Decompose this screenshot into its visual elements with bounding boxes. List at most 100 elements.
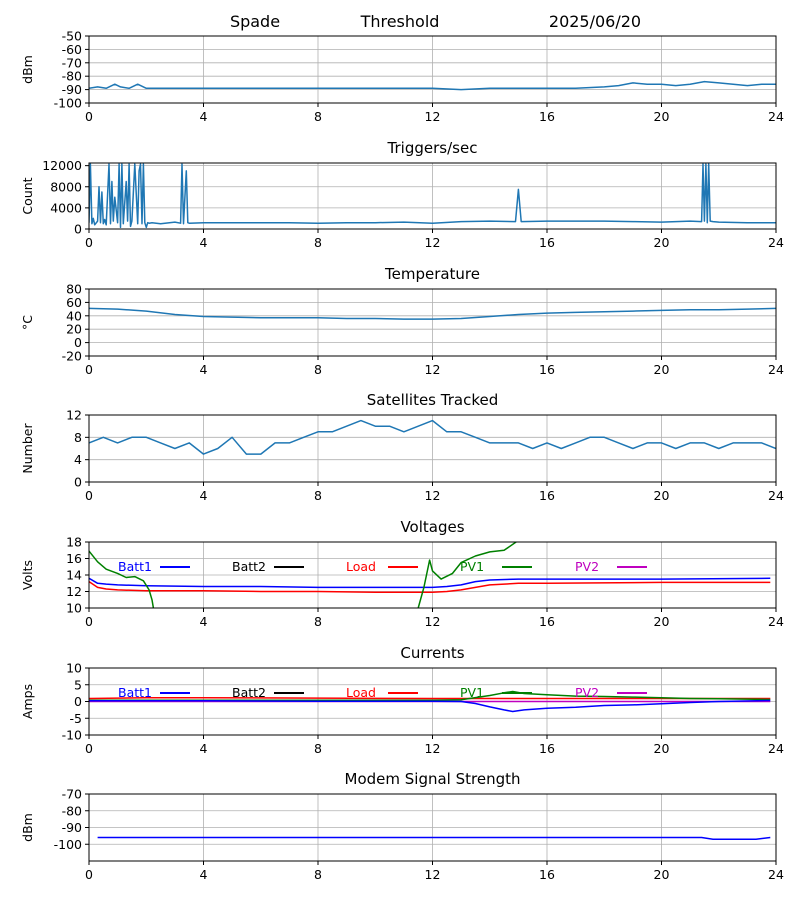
x-tick-label: 20 [654,235,670,250]
series-line-sats-0 [89,419,776,455]
x-tick-label: 12 [425,362,441,377]
y-tick-label: 10 [66,661,82,676]
series-line-rssi-0 [89,80,776,91]
x-tick-label: 4 [200,109,208,124]
y-tick-label: 0 [74,335,82,350]
x-tick-label: 12 [425,741,441,756]
y-tick-label: 0 [74,222,82,237]
panel-sats: 0 4 8 12 16 20 24 0 4 8 12 Satellites Tracked Number [20,391,784,503]
y-tick-label: 16 [66,551,82,566]
figure-header: Spade Threshold 2025/06/20 [230,12,641,31]
x-tick-label: 4 [200,488,208,503]
y-tick-label: -100 [54,96,82,111]
chart-title-volts: Voltages [400,518,464,536]
y-tick-label: 12 [66,584,82,599]
x-tick-label: 24 [768,614,784,629]
y-tick-label: 12000 [42,158,82,173]
x-tick-label: 16 [539,109,555,124]
x-tick-label: 24 [768,488,784,503]
x-tick-label: 8 [314,741,322,756]
y-axis-label-sats: Number [20,423,35,474]
x-tick-label: 4 [200,614,208,629]
x-tick-label: 8 [314,109,322,124]
legend-label-volts: Batt2 [232,559,266,574]
series-line-volts-1 [89,580,771,594]
legend-label-volts: PV2 [575,559,599,574]
series-line-volts-0 [89,577,771,589]
y-tick-label: -100 [54,837,82,852]
legend-label-amps: Load [346,685,376,700]
x-tick-label: 16 [539,867,555,882]
y-tick-label: 80 [66,282,82,297]
x-tick-label: 0 [85,614,93,629]
x-tick-label: 24 [768,235,784,250]
y-tick-label: 12 [66,408,82,423]
series-line-temp-0 [89,307,776,320]
legend-label-volts: PV1 [460,559,484,574]
x-tick-label: 16 [539,235,555,250]
y-tick-label: -20 [62,349,82,364]
y-tick-label: 8 [74,430,82,445]
x-tick-label: 24 [768,109,784,124]
x-tick-label: 8 [314,614,322,629]
x-tick-label: 4 [200,741,208,756]
x-tick-label: 20 [654,867,670,882]
series-line-volts-3 [417,542,518,608]
x-tick-label: 20 [654,488,670,503]
y-tick-label: -10 [62,728,82,743]
y-tick-label: -5 [70,711,82,726]
y-tick-label: -90 [62,820,82,835]
x-tick-label: 20 [654,741,670,756]
y-axis-label-modem: dBm [20,813,35,842]
legend-label-amps: PV1 [460,685,484,700]
y-tick-label: 18 [66,535,82,550]
legend-label-amps: PV2 [575,685,599,700]
x-tick-label: 0 [85,867,93,882]
y-tick-label: 4 [74,452,82,467]
y-tick-label: -80 [62,803,82,818]
x-tick-label: 20 [654,614,670,629]
y-axis-label-temp: °C [20,315,35,330]
x-tick-label: 4 [200,235,208,250]
panel-modem: 0 4 8 12 16 20 24 -100 -90 -80-70 Modem Signal Str… [20,770,784,882]
y-tick-label: -50 [62,29,82,44]
x-tick-label: 16 [539,488,555,503]
y-axis-label-triggers: Count [20,177,35,214]
x-tick-label: 0 [85,235,93,250]
chart-title-modem: Modem Signal Strength [345,770,521,788]
header-mode: Threshold [360,12,440,31]
y-tick-label: 0 [74,694,82,709]
series-line-triggers-0 [89,163,776,229]
x-tick-label: 4 [200,362,208,377]
y-tick-label: 14 [66,568,82,583]
y-axis-label-amps: Amps [20,684,35,719]
y-tick-label: 20 [66,322,82,337]
series-line-amps-1 [89,697,771,700]
y-tick-label: -60 [62,42,82,57]
x-tick-label: 0 [85,488,93,503]
y-tick-label: 40 [66,308,82,323]
x-tick-label: 24 [768,867,784,882]
x-tick-label: 8 [314,362,322,377]
x-tick-label: 24 [768,741,784,756]
legend-label-amps: Batt1 [118,685,152,700]
chart-title-amps: Currents [400,644,464,662]
y-tick-label: 5 [74,677,82,692]
panel-triggers: 0 4 8 12 16 20 24 0 4000 8000 12000 Triggers/sec Cou… [20,139,784,250]
x-tick-label: 12 [425,614,441,629]
x-tick-label: 8 [314,488,322,503]
series-line-modem-0 [97,836,771,840]
chart-title-sats: Satellites Tracked [367,391,498,409]
legend-label-volts: Load [346,559,376,574]
x-tick-label: 20 [654,109,670,124]
y-tick-label: 8000 [50,179,82,194]
x-tick-label: 16 [539,614,555,629]
y-tick-label: -70 [62,55,82,70]
x-tick-label: 24 [768,362,784,377]
series-line-volts-2 [89,550,155,608]
